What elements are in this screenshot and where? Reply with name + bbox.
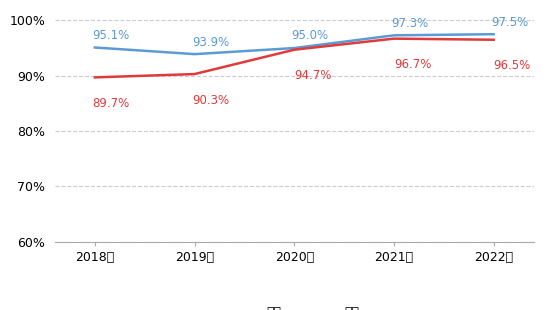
Text: 95.1%: 95.1% (92, 29, 129, 42)
Text: 96.5%: 96.5% (493, 59, 531, 72)
Text: 94.7%: 94.7% (294, 69, 332, 82)
Text: 95.0%: 95.0% (292, 29, 328, 42)
Legend: 城镇, 农村: 城镇, 农村 (224, 301, 364, 310)
Text: 93.9%: 93.9% (192, 36, 229, 49)
Line: 农村: 农村 (95, 39, 493, 78)
农村 (191, 72, 198, 76)
Text: 97.3%: 97.3% (391, 17, 428, 30)
Text: 90.3%: 90.3% (192, 94, 229, 107)
Text: 89.7%: 89.7% (92, 97, 129, 110)
城镇 (91, 46, 98, 49)
Text: 96.7%: 96.7% (394, 58, 431, 71)
城镇 (390, 33, 397, 37)
农村 (91, 76, 98, 79)
城镇 (490, 32, 497, 36)
城镇 (191, 52, 198, 56)
农村 (490, 38, 497, 42)
农村 (390, 37, 397, 41)
Text: 97.5%: 97.5% (491, 16, 528, 29)
城镇 (291, 46, 298, 50)
农村 (291, 48, 298, 51)
Line: 城镇: 城镇 (95, 34, 493, 54)
